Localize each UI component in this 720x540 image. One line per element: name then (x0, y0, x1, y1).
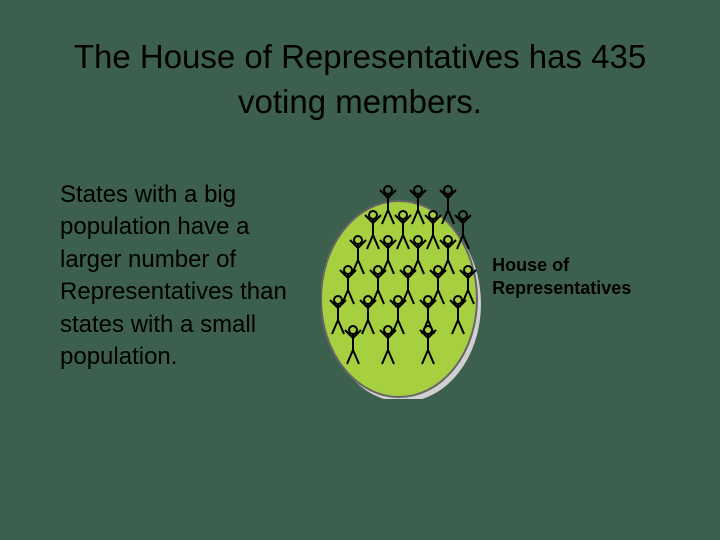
illustration-label: House of Representatives (492, 254, 690, 373)
person-icon (341, 324, 361, 364)
person-icon (376, 324, 396, 364)
body-text: States with a big population have a larg… (60, 179, 311, 373)
illustration (321, 179, 478, 373)
content-area: States with a big population have a larg… (0, 134, 720, 373)
person-icon (416, 324, 436, 364)
person-icon (446, 294, 466, 334)
slide-title: The House of Representatives has 435 vot… (0, 0, 720, 134)
